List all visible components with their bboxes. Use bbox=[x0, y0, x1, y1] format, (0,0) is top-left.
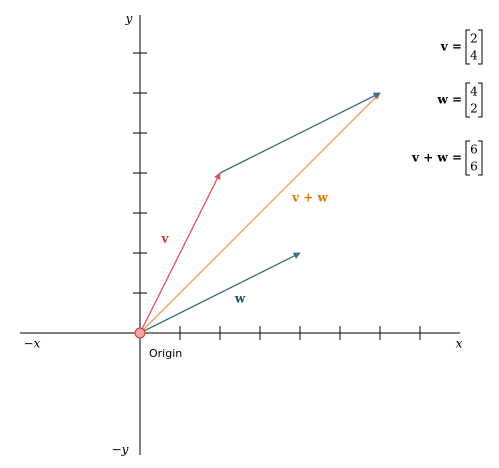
bracket bbox=[478, 82, 483, 118]
component: 4 bbox=[470, 85, 478, 99]
w-translated-arrow bbox=[219, 92, 381, 174]
v-arrow bbox=[139, 172, 221, 334]
vector-label: v + w bbox=[291, 191, 328, 205]
bracket bbox=[478, 29, 483, 65]
component: 6 bbox=[470, 160, 478, 174]
neg-y-label: −y bbox=[112, 443, 129, 457]
component: 6 bbox=[470, 143, 478, 157]
x-label: x bbox=[456, 337, 463, 351]
bracket bbox=[465, 29, 470, 65]
y-label: y bbox=[125, 12, 133, 26]
equation-lhs: v = bbox=[440, 40, 462, 54]
bracket bbox=[465, 82, 470, 118]
axes bbox=[20, 15, 460, 455]
w-arrow bbox=[139, 252, 301, 334]
component: 4 bbox=[470, 49, 478, 63]
component: 2 bbox=[470, 102, 478, 116]
sum-arrow bbox=[139, 92, 381, 334]
vector-label: w bbox=[234, 292, 246, 306]
equation-lhs: v + w = bbox=[411, 151, 462, 165]
bracket bbox=[465, 140, 470, 176]
bracket bbox=[478, 140, 483, 176]
equation-lhs: w = bbox=[436, 93, 462, 107]
origin-point bbox=[134, 327, 146, 339]
vector-label: v bbox=[161, 232, 170, 246]
origin-label: Origin bbox=[149, 347, 182, 360]
component: 2 bbox=[470, 32, 478, 46]
neg-x-label: −x bbox=[24, 337, 41, 351]
